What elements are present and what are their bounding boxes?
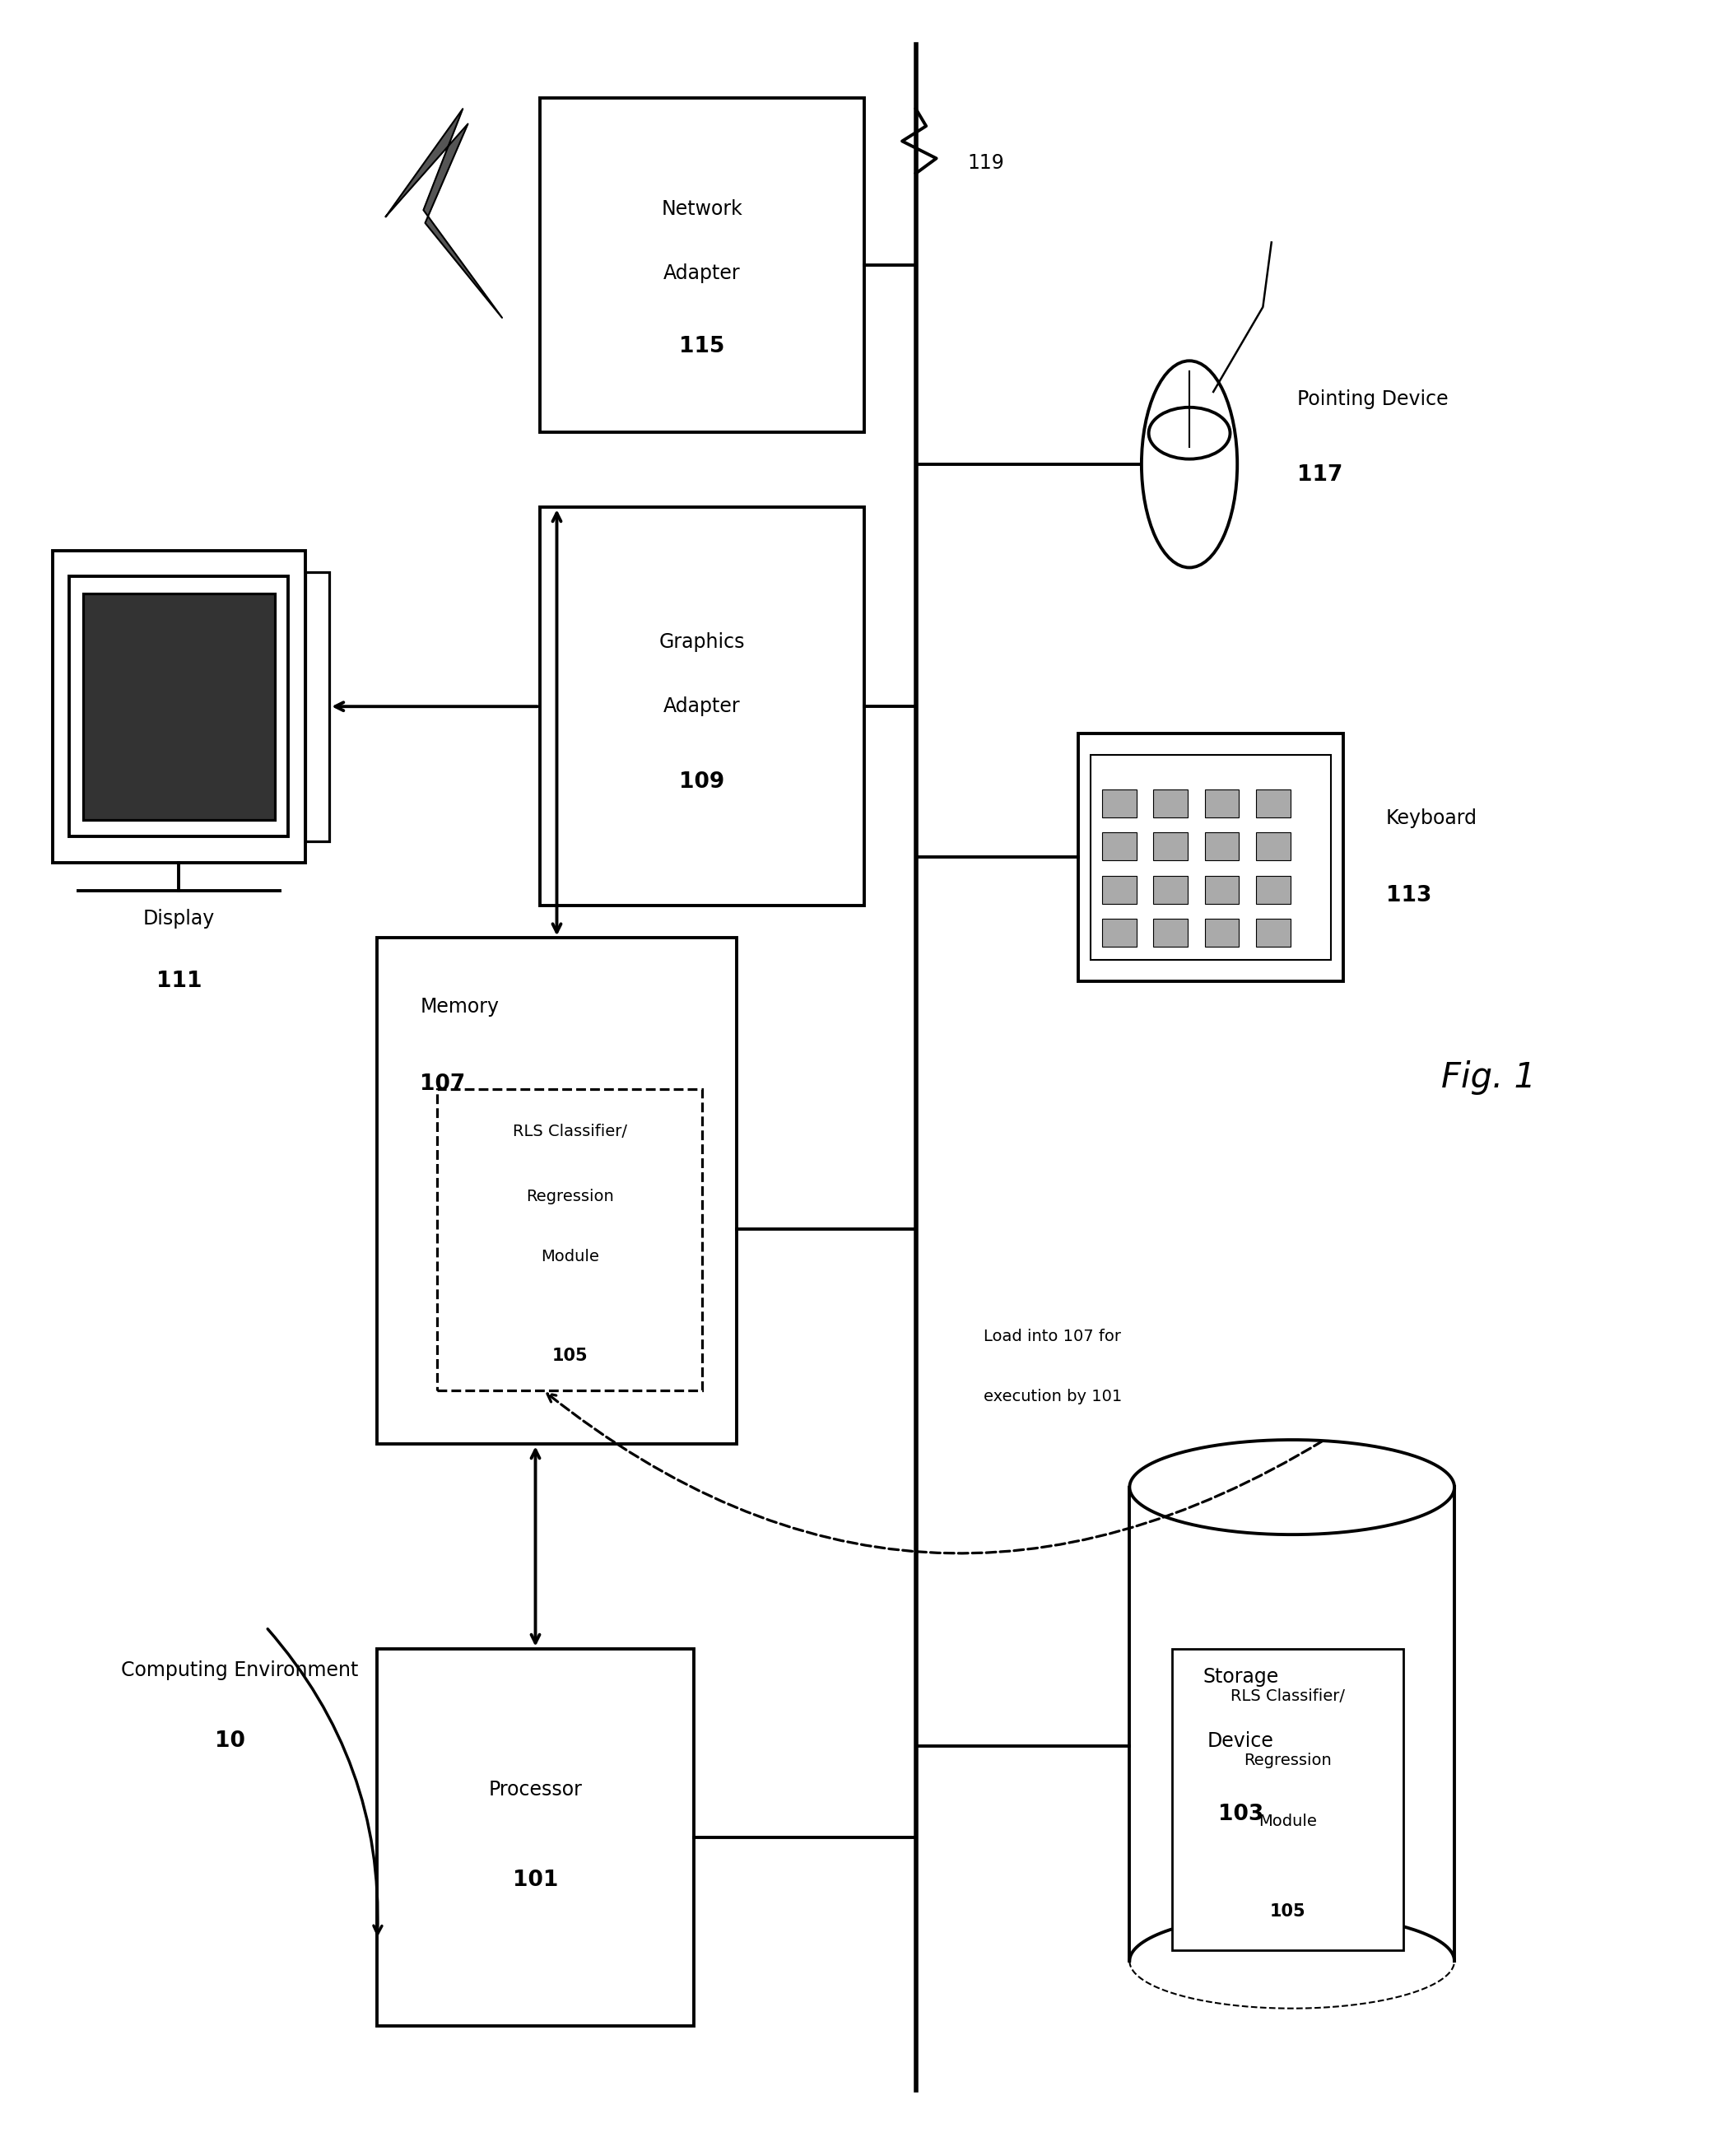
Text: 103: 103 [1217, 1805, 1263, 1826]
Bar [1154, 832, 1188, 860]
Bar [1103, 918, 1137, 946]
Bar [1154, 918, 1188, 946]
Bar [1154, 789, 1188, 817]
Text: Module: Module [541, 1248, 599, 1266]
Text: 105: 105 [551, 1348, 587, 1365]
Text: Graphics: Graphics [659, 632, 745, 651]
Bar [1205, 875, 1239, 903]
Text: Keyboard: Keyboard [1387, 808, 1477, 828]
Polygon shape [1130, 1440, 1455, 2009]
Bar [377, 938, 736, 1445]
Bar [1257, 875, 1291, 903]
Text: Adapter: Adapter [664, 696, 741, 716]
Text: 10: 10 [216, 1731, 245, 1753]
Bar [539, 507, 865, 906]
Text: 113: 113 [1387, 886, 1431, 908]
Bar [377, 1649, 693, 2027]
Text: 115: 115 [680, 336, 724, 358]
Bar [1103, 789, 1137, 817]
Bar [1205, 832, 1239, 860]
Bar [305, 571, 329, 841]
Bar [1091, 755, 1332, 959]
Bar [1205, 789, 1239, 817]
Text: Fig. 1: Fig. 1 [1442, 1061, 1536, 1095]
Text: 119: 119 [967, 153, 1003, 172]
Text: 111: 111 [156, 970, 202, 992]
Bar [437, 1089, 702, 1391]
Bar [1257, 832, 1291, 860]
Bar [1205, 918, 1239, 946]
Bar [84, 593, 274, 819]
Bar [1173, 1649, 1404, 1951]
Ellipse shape [1149, 407, 1231, 459]
Bar [53, 550, 305, 862]
Bar [70, 576, 288, 837]
Text: Load into 107 for: Load into 107 for [984, 1328, 1121, 1345]
Text: Processor: Processor [488, 1781, 582, 1800]
Text: Pointing Device: Pointing Device [1298, 390, 1448, 410]
Text: 107: 107 [419, 1074, 466, 1095]
Text: RLS Classifier/: RLS Classifier/ [1231, 1688, 1346, 1703]
Bar [1103, 832, 1137, 860]
Bar [1154, 875, 1188, 903]
Ellipse shape [1142, 360, 1238, 567]
Bar [1257, 789, 1291, 817]
Text: 117: 117 [1298, 464, 1342, 485]
Bar [1079, 733, 1344, 981]
Text: Adapter: Adapter [664, 263, 741, 282]
Text: Regression: Regression [526, 1188, 613, 1205]
Text: Memory: Memory [419, 996, 498, 1018]
Text: 101: 101 [512, 1869, 558, 1891]
Text: execution by 101: execution by 101 [983, 1388, 1121, 1404]
Bar [1257, 918, 1291, 946]
Text: Device: Device [1207, 1731, 1274, 1751]
Bar [1103, 875, 1137, 903]
Bar [539, 97, 865, 431]
Text: 109: 109 [680, 772, 724, 793]
Text: Module: Module [1258, 1813, 1317, 1828]
Text: Storage: Storage [1204, 1667, 1279, 1686]
Text: Computing Environment: Computing Environment [122, 1660, 358, 1680]
Text: 105: 105 [1270, 1904, 1306, 1919]
Text: RLS Classifier/: RLS Classifier/ [512, 1123, 627, 1141]
Polygon shape [385, 108, 502, 317]
Text: Display: Display [144, 908, 216, 929]
Text: Regression: Regression [1245, 1753, 1332, 1768]
Text: Network: Network [661, 198, 743, 220]
